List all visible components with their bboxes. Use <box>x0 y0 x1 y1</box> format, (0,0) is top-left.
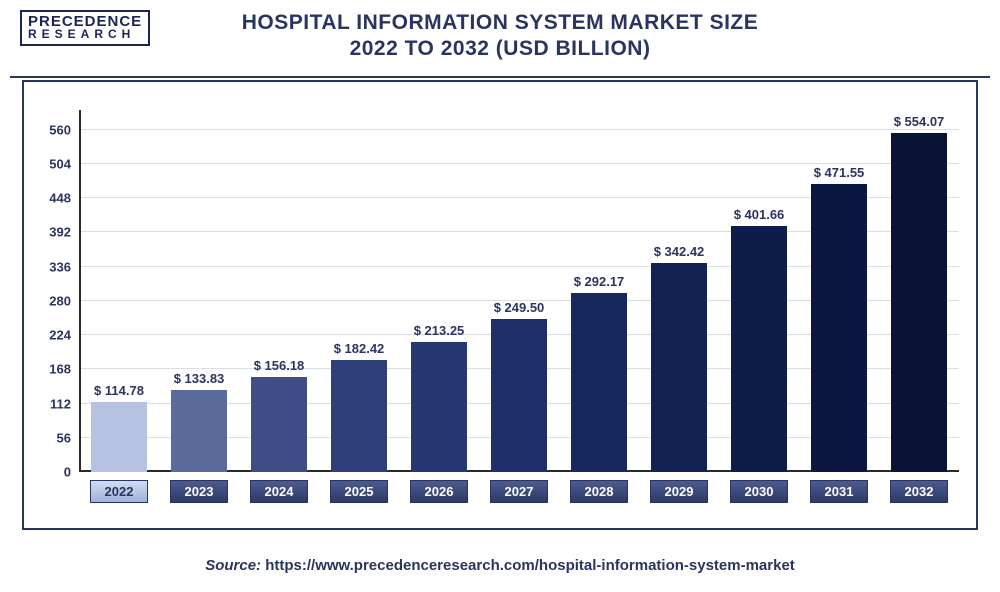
source-url: https://www.precedenceresearch.com/hospi… <box>265 557 795 574</box>
source-label: Source: <box>205 557 265 574</box>
bar-column: $ 342.422029 <box>639 110 719 472</box>
y-tick-label: 448 <box>49 191 79 206</box>
y-tick-label: 280 <box>49 293 79 308</box>
bar-value-label: $ 554.07 <box>894 114 945 129</box>
bar-column: $ 133.832023 <box>159 110 239 472</box>
bar-value-label: $ 133.83 <box>174 371 225 386</box>
x-category-label: 2026 <box>410 480 468 503</box>
bar-column: $ 156.182024 <box>239 110 319 472</box>
bar-value-label: $ 249.50 <box>494 300 545 315</box>
x-category-label: 2030 <box>730 480 788 503</box>
bar-column: $ 182.422025 <box>319 110 399 472</box>
chart-subtitle: 2022 TO 2032 (USD BILLION) <box>0 36 1000 62</box>
bar <box>411 342 467 472</box>
bar-value-label: $ 182.42 <box>334 341 385 356</box>
x-category-label: 2029 <box>650 480 708 503</box>
bar <box>891 133 947 472</box>
plot-area: 056112168224280336392448504560 $ 114.782… <box>79 110 959 500</box>
bar-value-label: $ 292.17 <box>574 274 625 289</box>
source-line: Source: https://www.precedenceresearch.c… <box>0 557 1000 574</box>
bar <box>491 319 547 472</box>
y-tick-label: 392 <box>49 225 79 240</box>
x-category-label: 2027 <box>490 480 548 503</box>
chart-title-block: HOSPITAL INFORMATION SYSTEM MARKET SIZE … <box>0 10 1000 63</box>
x-category-label: 2028 <box>570 480 628 503</box>
x-category-label: 2022 <box>90 480 148 503</box>
page: PRECEDENCE RESEARCH HOSPITAL INFORMATION… <box>0 0 1000 592</box>
y-tick-label: 0 <box>64 465 79 480</box>
bar-column: $ 292.172028 <box>559 110 639 472</box>
x-category-label: 2032 <box>890 480 948 503</box>
bar <box>171 390 227 472</box>
y-tick-label: 336 <box>49 259 79 274</box>
x-category-label: 2024 <box>250 480 308 503</box>
bar-column: $ 249.502027 <box>479 110 559 472</box>
chart-frame: 056112168224280336392448504560 $ 114.782… <box>22 80 978 530</box>
bar-value-label: $ 401.66 <box>734 207 785 222</box>
title-divider <box>10 76 990 78</box>
bar-column: $ 401.662030 <box>719 110 799 472</box>
bar-column: $ 213.252026 <box>399 110 479 472</box>
bar <box>331 360 387 472</box>
bar-value-label: $ 342.42 <box>654 244 705 259</box>
bar <box>811 184 867 472</box>
bar <box>251 377 307 473</box>
bar-value-label: $ 156.18 <box>254 358 305 373</box>
bar-column: $ 114.782022 <box>79 110 159 472</box>
bar-value-label: $ 213.25 <box>414 323 465 338</box>
bar <box>651 263 707 472</box>
bars-container: $ 114.782022$ 133.832023$ 156.182024$ 18… <box>79 110 959 472</box>
x-category-label: 2023 <box>170 480 228 503</box>
y-tick-label: 560 <box>49 122 79 137</box>
y-tick-label: 168 <box>49 362 79 377</box>
x-category-label: 2025 <box>330 480 388 503</box>
y-tick-label: 224 <box>49 328 79 343</box>
bar <box>571 293 627 472</box>
bar-column: $ 471.552031 <box>799 110 879 472</box>
bar-column: $ 554.072032 <box>879 110 959 472</box>
bar <box>91 402 147 472</box>
y-tick-label: 112 <box>50 396 79 411</box>
y-tick-label: 504 <box>49 156 79 171</box>
bar-value-label: $ 471.55 <box>814 165 865 180</box>
bar-value-label: $ 114.78 <box>94 383 144 398</box>
chart-title: HOSPITAL INFORMATION SYSTEM MARKET SIZE <box>0 10 1000 36</box>
bar <box>731 226 787 472</box>
x-category-label: 2031 <box>810 480 868 503</box>
y-tick-label: 56 <box>57 430 79 445</box>
